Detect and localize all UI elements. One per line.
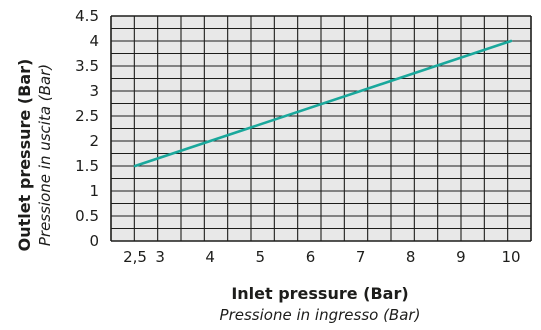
x-tick-label: 2,5 bbox=[123, 248, 147, 266]
x-tick-label: 9 bbox=[456, 248, 466, 266]
x-tick-label: 4 bbox=[205, 248, 215, 266]
x-axis-ticks: 2,5 3 4 5 6 7 8 9 10 bbox=[123, 248, 520, 266]
x-axis-label-secondary: Pressione in ingresso (Bar) bbox=[220, 306, 421, 324]
x-tick-label: 8 bbox=[406, 248, 416, 266]
y-tick-label: 0 bbox=[89, 232, 99, 250]
y-tick-label: 1 bbox=[89, 182, 99, 200]
y-tick-label: 3 bbox=[89, 82, 99, 100]
y-tick-label: 4.5 bbox=[75, 7, 99, 25]
x-tick-label: 10 bbox=[501, 248, 520, 266]
y-axis-ticks: 0 0.5 1 1.5 2 2.5 3 3.5 4 4.5 bbox=[75, 7, 99, 250]
x-tick-label: 3 bbox=[155, 248, 165, 266]
series-line bbox=[133, 39, 513, 168]
y-axis-label-secondary: Pressione in uscita (Bar) bbox=[36, 64, 54, 246]
y-axis-label: Outlet pressure (Bar) bbox=[15, 59, 34, 252]
y-tick-label: 1.5 bbox=[75, 157, 99, 175]
y-tick-label: 2 bbox=[89, 132, 99, 150]
y-tick-label: 4 bbox=[89, 32, 99, 50]
x-axis-label: Inlet pressure (Bar) bbox=[231, 284, 408, 303]
y-tick-label: 3.5 bbox=[75, 57, 99, 75]
x-tick-label: 6 bbox=[306, 248, 316, 266]
x-tick-label: 7 bbox=[356, 248, 366, 266]
series-layer bbox=[133, 39, 513, 168]
grid bbox=[110, 15, 532, 242]
y-tick-label: 0.5 bbox=[75, 207, 99, 225]
x-tick-label: 5 bbox=[256, 248, 266, 266]
y-tick-label: 2.5 bbox=[75, 107, 99, 125]
